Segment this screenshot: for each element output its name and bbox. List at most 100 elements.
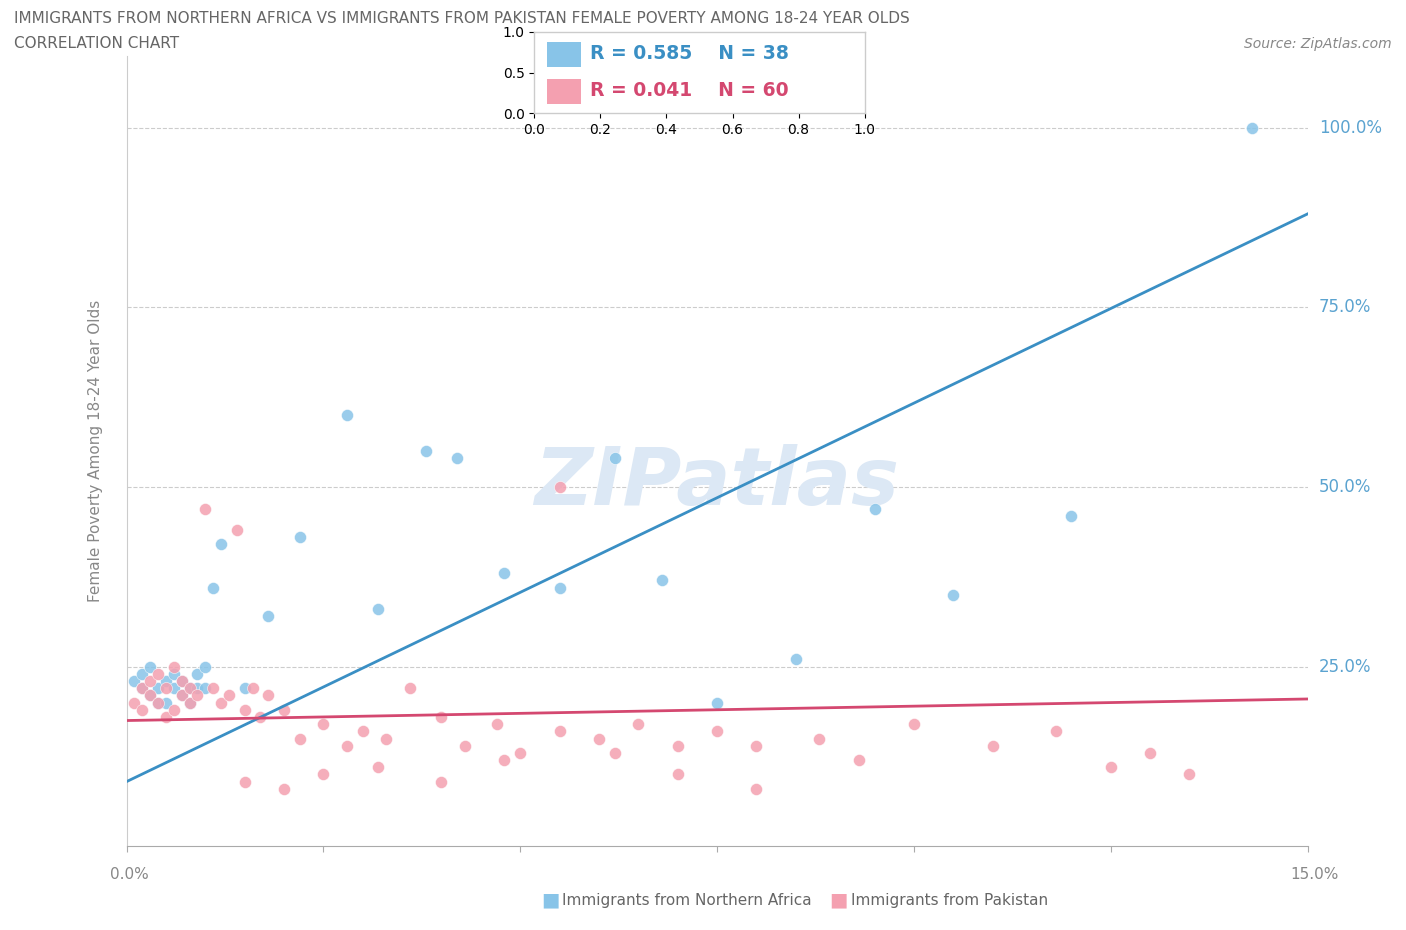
Text: Immigrants from Pakistan: Immigrants from Pakistan: [851, 893, 1047, 908]
Point: [273, 702, 295, 717]
Point: [485, 717, 508, 732]
Text: 75.0%: 75.0%: [1319, 299, 1371, 316]
Point: [863, 501, 886, 516]
Point: [131, 702, 153, 717]
Point: [139, 673, 162, 688]
Text: R = 0.585    N = 38: R = 0.585 N = 38: [591, 45, 789, 63]
Point: [233, 681, 256, 696]
Text: 100.0%: 100.0%: [1319, 119, 1382, 137]
Point: [603, 746, 626, 761]
Point: [454, 738, 477, 753]
Point: [179, 695, 201, 710]
Point: [155, 695, 177, 710]
Point: [942, 588, 965, 603]
Text: Immigrants from Northern Africa: Immigrants from Northern Africa: [562, 893, 813, 908]
Point: [163, 681, 186, 696]
Point: [273, 781, 295, 796]
Point: [146, 695, 169, 710]
Point: [666, 767, 689, 782]
Point: [494, 752, 516, 767]
Text: 25.0%: 25.0%: [1319, 658, 1371, 675]
Point: [155, 681, 177, 696]
Point: [139, 688, 162, 703]
Point: [745, 781, 768, 796]
Point: [627, 717, 650, 732]
Text: 15.0%: 15.0%: [1291, 867, 1339, 882]
Point: [257, 609, 280, 624]
Point: [494, 565, 516, 580]
Point: [312, 717, 335, 732]
Point: [179, 681, 201, 696]
Point: [1241, 120, 1264, 135]
Point: [367, 760, 389, 775]
Point: [124, 673, 146, 688]
Point: [509, 746, 531, 761]
Point: [352, 724, 374, 738]
Text: Source: ZipAtlas.com: Source: ZipAtlas.com: [1244, 37, 1392, 51]
Text: R = 0.041    N = 60: R = 0.041 N = 60: [591, 81, 789, 100]
Point: [179, 681, 201, 696]
Point: [146, 667, 169, 682]
Point: [155, 673, 177, 688]
Point: [186, 688, 208, 703]
Bar: [547, 79, 581, 103]
Point: [146, 681, 169, 696]
Point: [706, 695, 728, 710]
Text: ZIPatlas: ZIPatlas: [534, 444, 900, 522]
Point: [808, 731, 831, 746]
Point: [706, 724, 728, 738]
Point: [336, 738, 359, 753]
Point: [1060, 509, 1083, 524]
Point: [249, 710, 271, 724]
Point: [242, 681, 264, 696]
Point: [170, 673, 193, 688]
Point: [124, 695, 146, 710]
Point: [548, 724, 571, 738]
Point: [1139, 746, 1161, 761]
Point: [163, 667, 186, 682]
Point: [288, 731, 311, 746]
Text: 50.0%: 50.0%: [1319, 478, 1371, 496]
Point: [1099, 760, 1122, 775]
Point: [218, 688, 240, 703]
Point: [903, 717, 925, 732]
Point: [194, 681, 217, 696]
Point: [209, 695, 232, 710]
Point: [336, 407, 359, 422]
Point: [233, 702, 256, 717]
Text: ■: ■: [541, 891, 560, 910]
Point: [186, 667, 208, 682]
Point: [170, 673, 193, 688]
Point: [233, 774, 256, 789]
Point: [225, 523, 247, 538]
Bar: [547, 42, 581, 67]
Point: [155, 710, 177, 724]
Text: 0.0%: 0.0%: [110, 867, 149, 882]
Point: [131, 681, 153, 696]
Point: [209, 537, 232, 551]
Point: [430, 710, 453, 724]
Point: [446, 451, 468, 466]
Point: [1045, 724, 1067, 738]
Point: [131, 667, 153, 682]
Point: [588, 731, 610, 746]
Point: [848, 752, 870, 767]
Point: [139, 659, 162, 674]
Text: CORRELATION CHART: CORRELATION CHART: [14, 36, 179, 51]
Point: [415, 444, 437, 458]
Point: [548, 480, 571, 495]
Point: [170, 688, 193, 703]
Y-axis label: Female Poverty Among 18-24 Year Olds: Female Poverty Among 18-24 Year Olds: [89, 300, 103, 603]
Point: [194, 501, 217, 516]
Point: [651, 573, 673, 588]
Point: [981, 738, 1004, 753]
Point: [179, 695, 201, 710]
Point: [785, 652, 807, 667]
Point: [548, 580, 571, 595]
Point: [146, 695, 169, 710]
Text: ■: ■: [830, 891, 848, 910]
Point: [186, 681, 208, 696]
Point: [312, 767, 335, 782]
Point: [194, 659, 217, 674]
Point: [170, 688, 193, 703]
